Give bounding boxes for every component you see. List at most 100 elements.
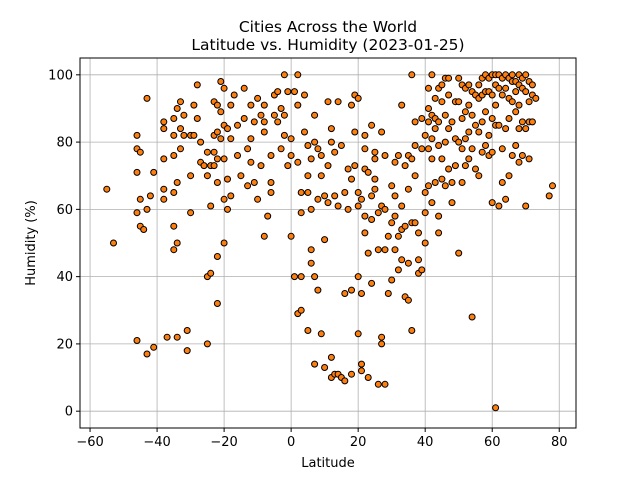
data-point bbox=[512, 88, 520, 96]
data-point bbox=[468, 111, 476, 119]
data-point bbox=[294, 71, 302, 79]
data-point bbox=[472, 165, 479, 173]
data-point bbox=[220, 84, 228, 92]
data-point bbox=[495, 84, 503, 92]
data-point bbox=[341, 189, 349, 196]
data-point bbox=[304, 327, 312, 334]
data-point bbox=[170, 115, 178, 122]
data-point bbox=[230, 91, 238, 99]
data-point bbox=[267, 152, 275, 159]
data-point bbox=[217, 135, 225, 143]
data-point bbox=[297, 209, 305, 217]
data-point bbox=[498, 145, 506, 153]
data-point bbox=[344, 165, 352, 173]
data-point bbox=[327, 353, 335, 361]
data-point bbox=[348, 175, 355, 183]
data-point bbox=[448, 118, 456, 126]
data-point bbox=[502, 125, 510, 133]
data-point bbox=[411, 118, 419, 126]
data-point bbox=[133, 168, 141, 176]
data-point bbox=[237, 172, 245, 180]
data-point bbox=[274, 118, 282, 126]
data-point bbox=[425, 182, 432, 190]
x-axis-label: Latitude bbox=[301, 456, 355, 471]
data-point bbox=[354, 273, 362, 281]
data-point bbox=[327, 138, 335, 146]
data-point bbox=[515, 125, 523, 133]
data-point bbox=[133, 337, 141, 344]
data-point bbox=[425, 118, 432, 126]
grid-lines bbox=[80, 58, 576, 428]
data-point bbox=[384, 290, 392, 297]
data-point bbox=[203, 172, 211, 180]
data-point bbox=[314, 286, 322, 294]
data-point bbox=[170, 189, 178, 196]
data-point bbox=[505, 172, 513, 180]
data-point bbox=[321, 192, 329, 200]
data-point bbox=[461, 162, 469, 170]
data-point bbox=[525, 155, 533, 163]
data-point bbox=[354, 189, 362, 196]
data-point bbox=[475, 172, 483, 180]
data-point bbox=[438, 155, 446, 163]
data-point bbox=[177, 98, 184, 106]
data-point bbox=[495, 202, 503, 210]
data-point bbox=[431, 179, 439, 186]
data-point bbox=[280, 71, 288, 79]
data-point bbox=[398, 256, 406, 264]
data-point bbox=[267, 179, 275, 186]
data-point bbox=[348, 370, 355, 378]
data-point bbox=[103, 185, 111, 193]
data-point bbox=[304, 189, 312, 196]
data-point bbox=[257, 111, 265, 119]
data-point bbox=[284, 162, 292, 170]
data-point bbox=[512, 108, 520, 116]
data-point bbox=[160, 155, 168, 163]
data-point bbox=[354, 94, 362, 102]
data-point bbox=[425, 84, 432, 92]
data-point bbox=[451, 162, 459, 170]
data-point bbox=[133, 131, 141, 139]
data-point bbox=[438, 175, 446, 183]
data-point bbox=[317, 152, 325, 159]
data-point bbox=[475, 128, 483, 136]
data-point bbox=[213, 253, 221, 260]
data-point bbox=[264, 212, 272, 220]
data-point bbox=[354, 330, 362, 338]
data-point bbox=[374, 246, 382, 254]
data-point bbox=[170, 222, 178, 230]
data-point bbox=[207, 269, 215, 277]
data-point bbox=[358, 195, 365, 203]
data-point bbox=[321, 364, 329, 371]
data-point bbox=[358, 290, 365, 297]
data-point bbox=[207, 202, 215, 210]
data-point bbox=[421, 189, 429, 196]
data-point bbox=[270, 111, 278, 119]
data-point bbox=[441, 182, 449, 190]
data-point bbox=[351, 128, 359, 136]
data-point bbox=[224, 125, 231, 133]
data-point bbox=[307, 155, 315, 163]
data-point bbox=[284, 88, 292, 96]
x-tick-label: −40 bbox=[143, 435, 170, 450]
data-point bbox=[348, 286, 355, 294]
x-tick-label: 60 bbox=[484, 435, 501, 450]
data-point bbox=[381, 380, 389, 388]
data-point bbox=[213, 179, 221, 186]
data-point bbox=[455, 98, 463, 106]
data-point bbox=[217, 78, 225, 85]
data-point bbox=[177, 125, 184, 133]
data-point bbox=[254, 94, 262, 102]
data-point bbox=[183, 327, 191, 334]
data-point bbox=[160, 125, 168, 133]
data-point bbox=[378, 333, 386, 341]
data-point bbox=[518, 118, 526, 126]
data-point bbox=[317, 330, 325, 338]
data-point bbox=[458, 179, 466, 186]
data-point bbox=[384, 232, 392, 240]
data-point bbox=[297, 273, 305, 281]
data-point bbox=[435, 212, 443, 220]
data-point bbox=[163, 333, 171, 341]
data-point bbox=[143, 350, 151, 358]
data-point bbox=[428, 135, 436, 143]
